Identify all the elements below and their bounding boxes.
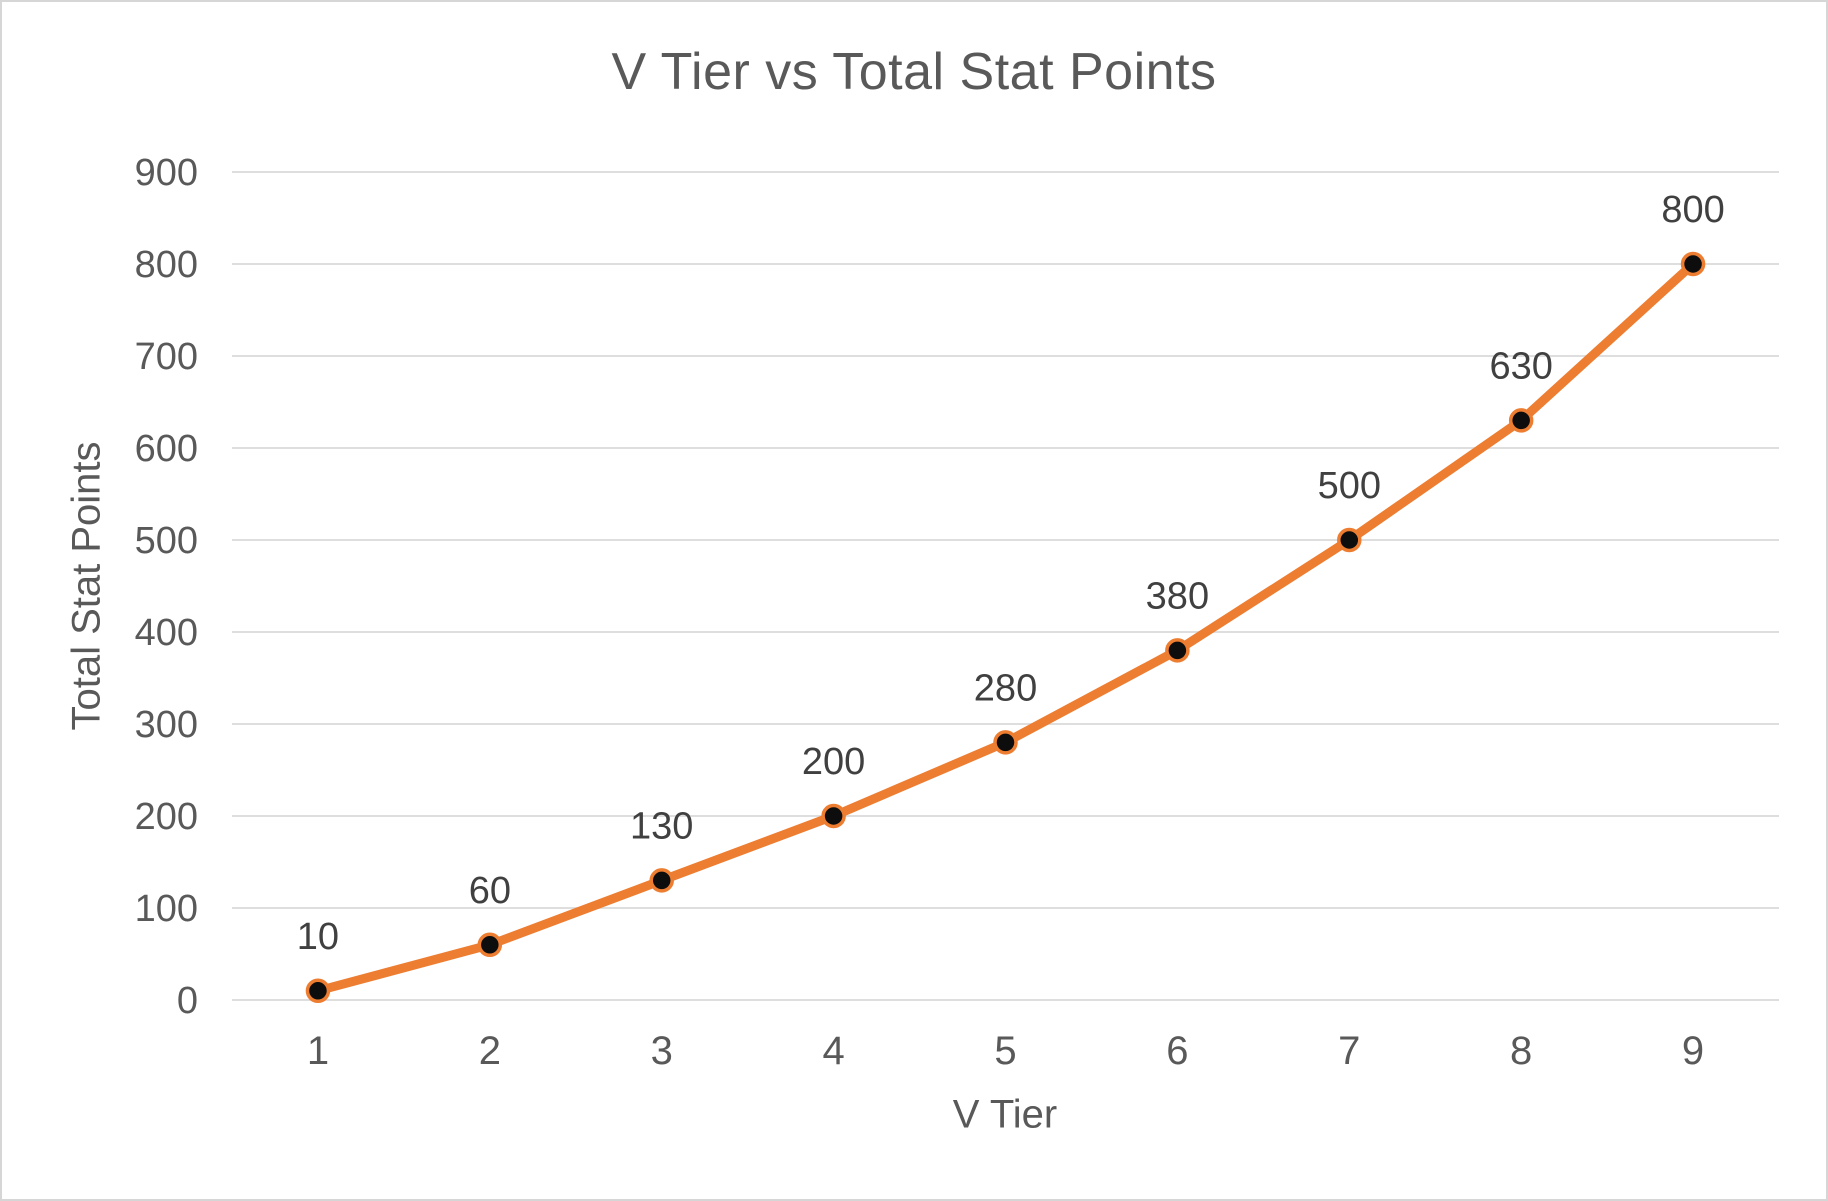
y-tick-label: 600 [135,428,198,470]
y-tick-label: 900 [135,152,198,194]
data-point-label: 130 [630,805,693,847]
data-point-marker [477,932,503,958]
data-point-marker [1680,251,1706,277]
data-point-label: 800 [1661,189,1724,231]
data-point-label: 200 [802,741,865,783]
data-point-label: 10 [297,916,339,958]
y-tick-label: 400 [135,612,198,654]
data-point-label: 280 [974,667,1037,709]
data-point-label: 500 [1318,465,1381,507]
data-point-marker [1508,408,1534,433]
y-tick-label: 800 [135,244,198,286]
chart-title: V Tier vs Total Stat Points [611,43,1217,101]
x-tick-label: 1 [307,1029,329,1073]
x-axis-title: V Tier [952,1092,1058,1137]
x-tick-label: 2 [479,1029,501,1073]
data-point-marker [305,978,331,1004]
series-line [313,259,1698,996]
data-point-marker [821,803,846,829]
x-tick-label: 7 [1338,1029,1360,1073]
x-tick-label: 4 [822,1029,844,1073]
x-tick-label: 8 [1510,1029,1532,1073]
data-point-label: 60 [469,870,511,912]
y-tick-label: 100 [135,888,198,930]
y-tick-label: 500 [135,520,198,562]
x-tick-label: 5 [994,1029,1016,1073]
data-point-label: 630 [1489,345,1552,387]
data-point-marker [1165,638,1190,663]
y-tick-label: 0 [177,980,198,1022]
x-tick-label: 6 [1166,1029,1188,1073]
x-tick-label: 9 [1682,1029,1704,1073]
data-point-marker [993,730,1018,755]
data-point-marker [1337,527,1362,553]
y-tick-label: 300 [135,704,198,746]
y-tick-label: 700 [135,336,198,378]
data-point-label: 380 [1146,575,1209,617]
data-point-marker [649,868,674,893]
y-tick-label: 200 [135,796,198,838]
x-tick-label: 3 [651,1029,673,1073]
